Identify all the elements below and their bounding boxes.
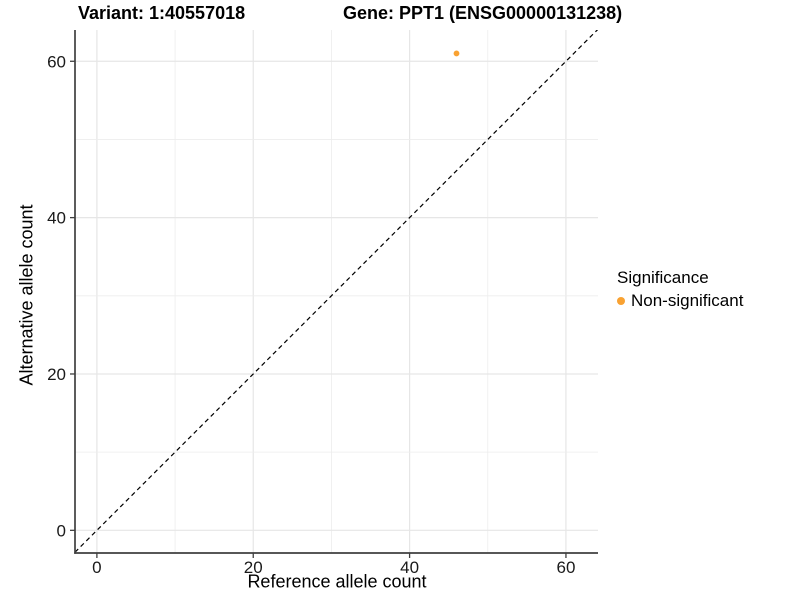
legend-point-icon	[617, 296, 625, 305]
y-axis-title: Alternative allele count	[16, 204, 37, 386]
identity-reference-line	[75, 30, 598, 553]
legend-item-label: Non-significant	[631, 291, 744, 310]
y-tick-label: 40	[47, 209, 66, 228]
y-tick-label: 0	[57, 521, 66, 540]
legend-title: Significance	[617, 268, 709, 287]
x-axis-title: Reference allele count	[247, 571, 427, 592]
y-tick-label: 20	[47, 365, 66, 384]
x-tick-label: 40	[400, 558, 419, 577]
x-tick-label: 60	[556, 558, 575, 577]
x-tick-label: 0	[92, 558, 101, 577]
data-point	[453, 50, 460, 57]
plot-title-variant: Variant: 1:40557018	[78, 3, 246, 23]
y-tick-label: 60	[47, 52, 66, 71]
x-tick-label: 20	[244, 558, 263, 577]
legend-item-non-significant: Non-significant	[617, 289, 743, 312]
plot-title-gene: Gene: PPT1 (ENSG00000131238)	[343, 3, 623, 23]
legend: Significance Non-significant	[617, 266, 743, 312]
